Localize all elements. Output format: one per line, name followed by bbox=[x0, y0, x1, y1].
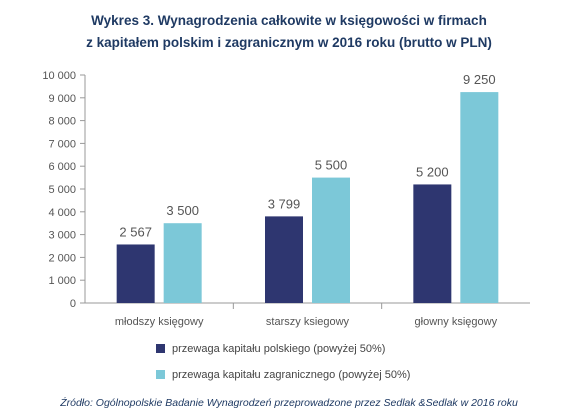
source-note: Źródło: Ogólnopolskie Badanie Wynagrodze… bbox=[60, 397, 518, 409]
legend-swatch-polish bbox=[156, 344, 165, 353]
bar-foreign bbox=[312, 177, 350, 303]
bar-polish bbox=[413, 184, 452, 303]
y-tick-label: 9 000 bbox=[48, 93, 76, 105]
chart-title-line1: Wykres 3. Wynagrodzenia całkowite w księ… bbox=[91, 13, 487, 28]
data-label: 5 500 bbox=[315, 158, 348, 173]
chart-title-line2: z kapitałem polskim i zagranicznym w 201… bbox=[86, 35, 492, 50]
y-tick-label: 7 000 bbox=[48, 138, 76, 150]
data-label: 3 500 bbox=[166, 203, 199, 218]
y-tick-label: 0 bbox=[70, 298, 76, 310]
y-tick-label: 4 000 bbox=[48, 207, 76, 219]
y-tick-label: 8 000 bbox=[48, 116, 76, 128]
bar-foreign bbox=[460, 92, 499, 303]
y-tick-label: 5 000 bbox=[48, 184, 76, 196]
legend-label-polish: przewaga kapitału polskiego (powyżej 50%… bbox=[172, 343, 386, 355]
y-tick-label: 3 000 bbox=[48, 230, 76, 242]
y-tick-label: 1 000 bbox=[48, 275, 76, 287]
legend-item-polish: przewaga kapitału polskiego (powyżej 50%… bbox=[156, 343, 385, 355]
bar-foreign bbox=[163, 223, 202, 303]
data-label: 9 250 bbox=[463, 72, 496, 87]
y-tick-label: 6 000 bbox=[48, 161, 76, 173]
y-tick-label: 10 000 bbox=[42, 70, 76, 82]
y-tick-label: 2 000 bbox=[48, 252, 76, 264]
bar-polish bbox=[265, 216, 303, 303]
data-label: 5 200 bbox=[416, 164, 449, 179]
bar-polish bbox=[116, 244, 155, 303]
legend-item-foreign: przewaga kapitału zagranicznego (powyżej… bbox=[156, 369, 410, 381]
legend-label-foreign: przewaga kapitału zagranicznego (powyżej… bbox=[172, 369, 411, 381]
data-label: 2 567 bbox=[119, 224, 152, 239]
data-label: 3 799 bbox=[268, 196, 301, 211]
x-tick-label: starszy ksiegowy bbox=[266, 316, 350, 328]
x-tick-label: młodszy księgowy bbox=[115, 316, 204, 328]
x-tick-label: głowny księgowy bbox=[415, 316, 498, 328]
legend-swatch-foreign bbox=[156, 370, 165, 379]
